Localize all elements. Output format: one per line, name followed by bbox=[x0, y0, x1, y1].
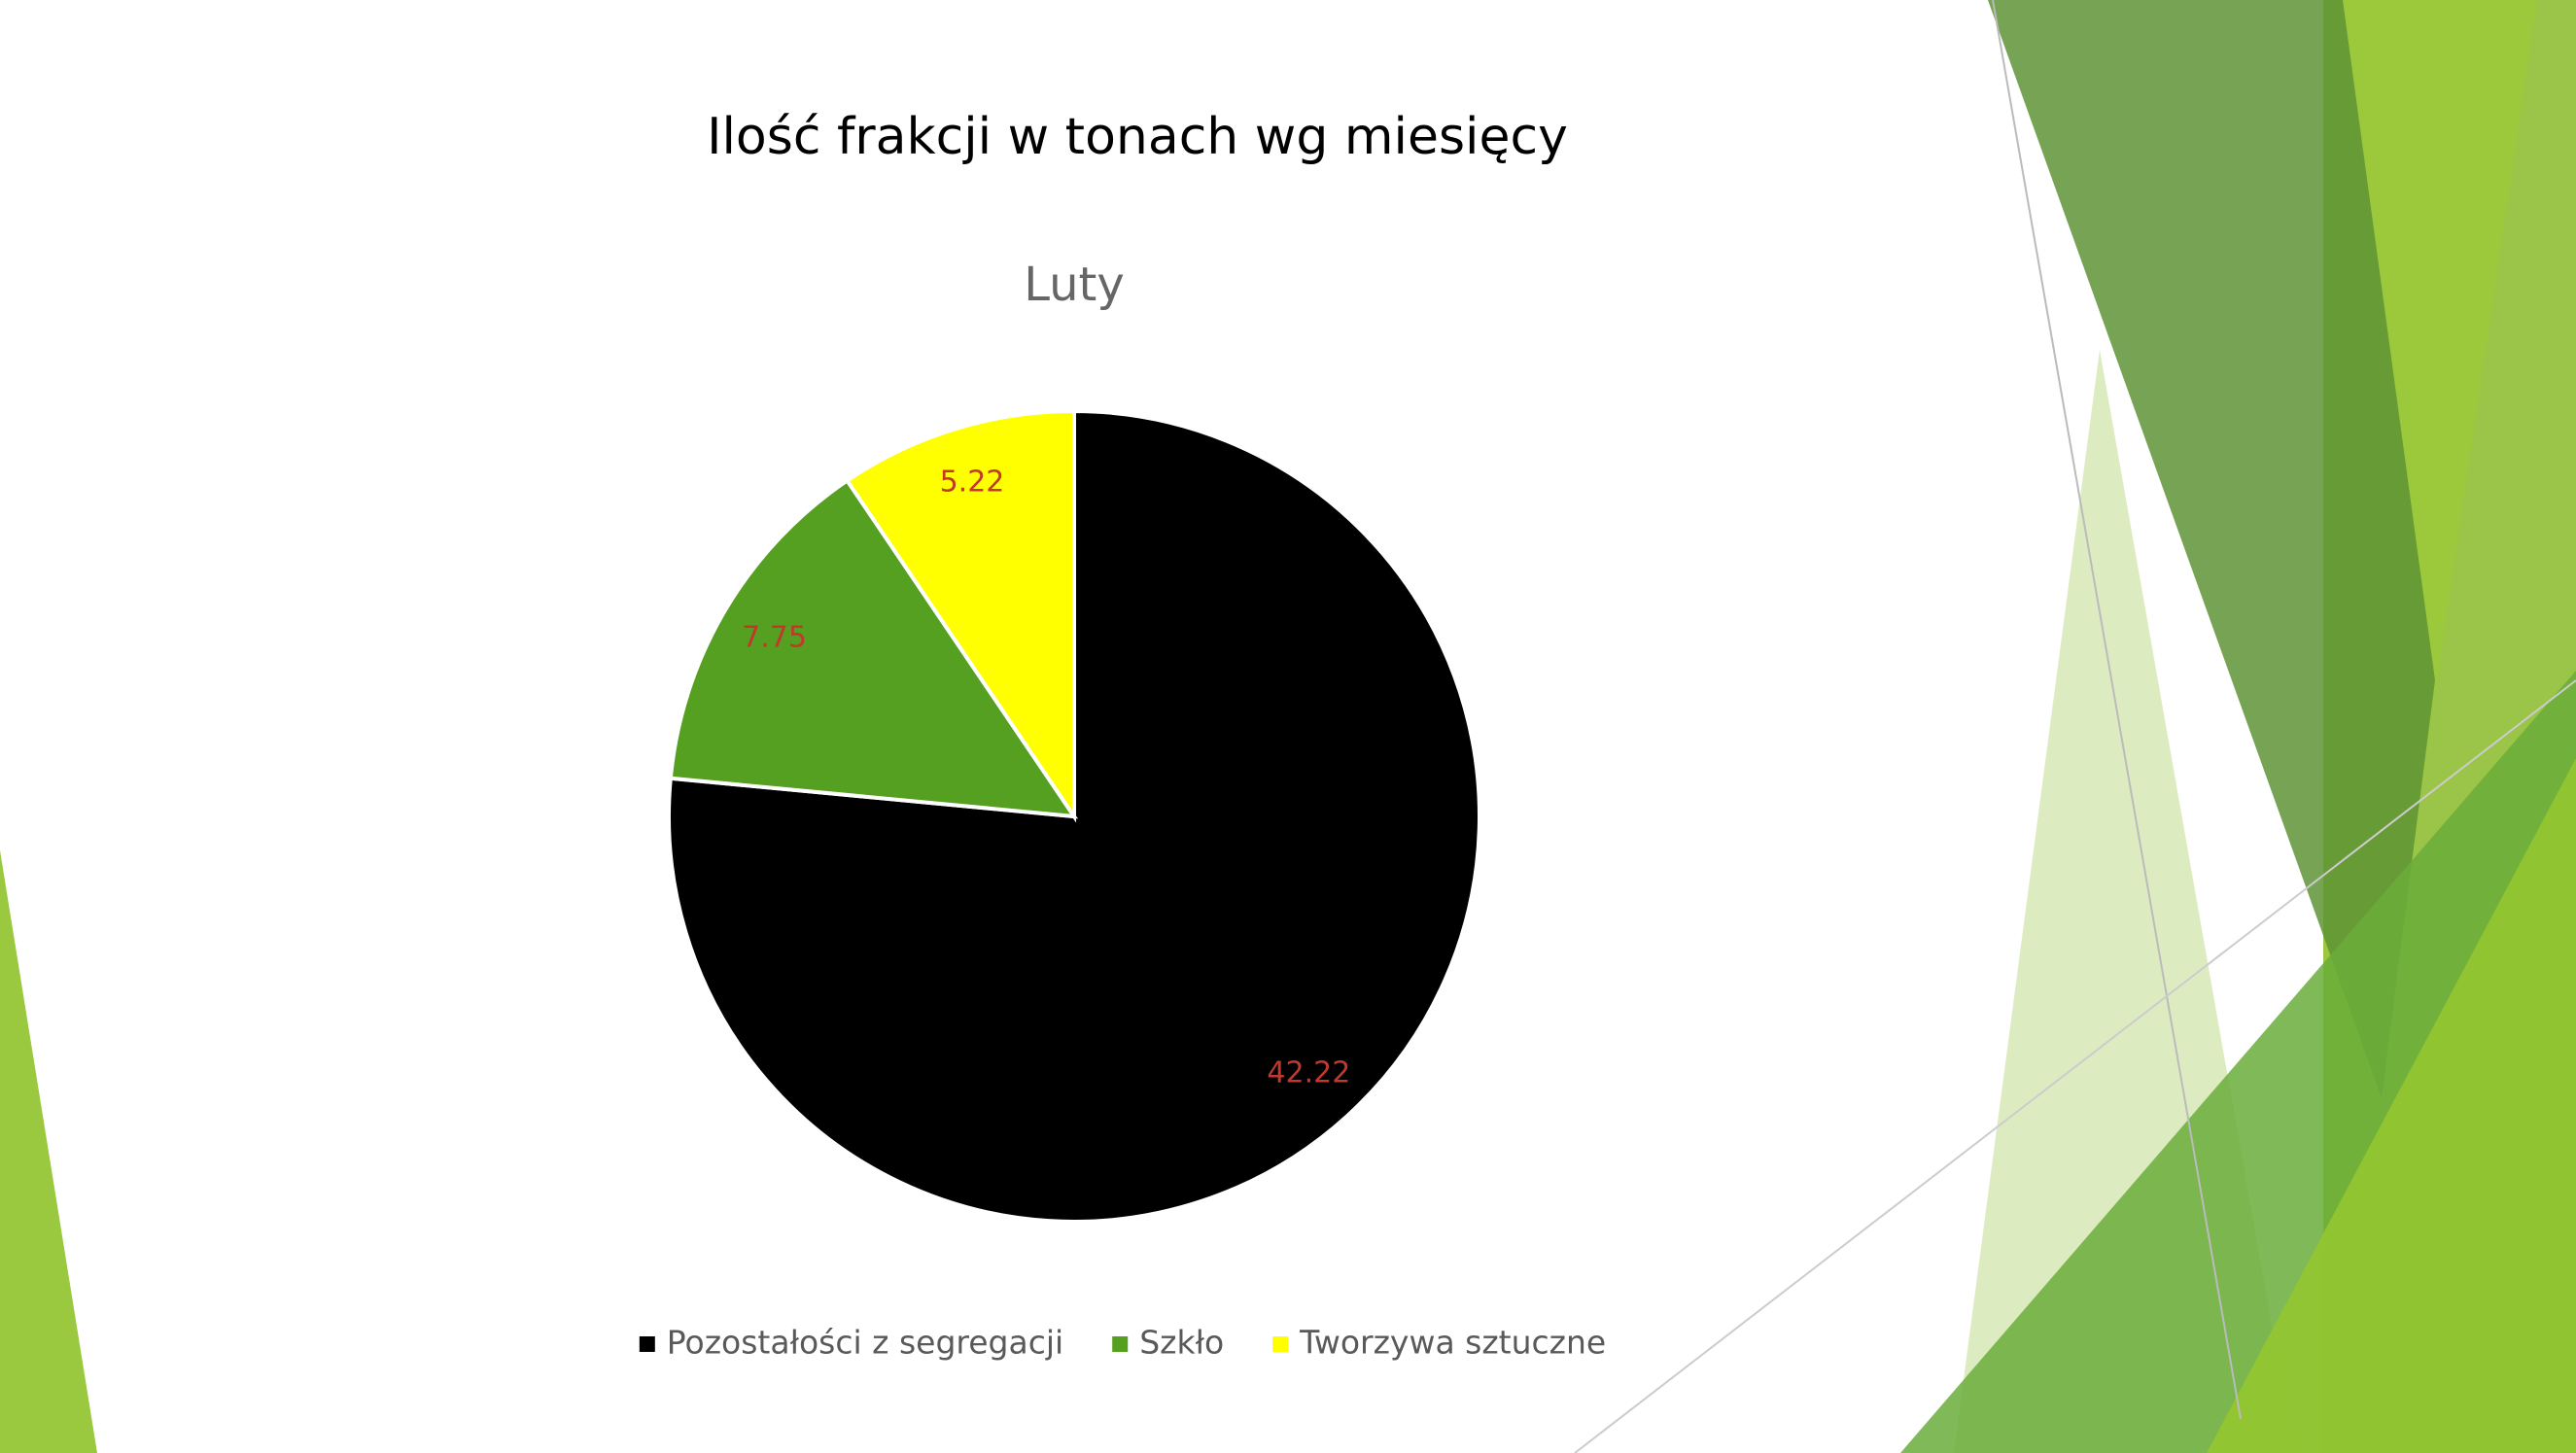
legend-marker bbox=[1112, 1336, 1129, 1352]
pie-slice bbox=[668, 477, 1079, 819]
data-label: 7.75 bbox=[742, 621, 807, 655]
chart-title: Ilość frakcji w tonach wg miesięcy bbox=[707, 108, 1568, 166]
line bbox=[1574, 679, 2576, 1453]
chart-subtitle: Luty bbox=[1024, 258, 1125, 312]
pie-slice bbox=[844, 408, 1076, 823]
legend: Pozostałości z segregacji Szkło Tworzywa s… bbox=[639, 1324, 1606, 1362]
legend-marker bbox=[639, 1336, 655, 1352]
line bbox=[1992, 0, 2242, 1420]
left-shape bbox=[0, 850, 97, 1453]
pie: 42.22 7.75 5.22 bbox=[667, 408, 1481, 1224]
data-label: 5.22 bbox=[940, 466, 1005, 500]
legend-label: Pozostałości z segregacji bbox=[667, 1324, 1063, 1362]
pie-slice bbox=[667, 408, 1481, 1224]
legend-label: Szkło bbox=[1139, 1324, 1224, 1362]
legend-marker bbox=[1272, 1336, 1289, 1352]
legend-label: Tworzywa sztuczne bbox=[1299, 1324, 1606, 1362]
data-label: 42.22 bbox=[1267, 1056, 1350, 1090]
shape bbox=[2207, 758, 2576, 1453]
shape bbox=[1988, 0, 2435, 1098]
